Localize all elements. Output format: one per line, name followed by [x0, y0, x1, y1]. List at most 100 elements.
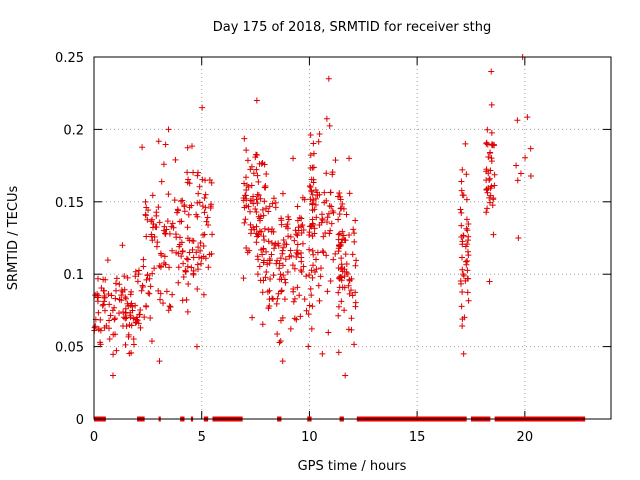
data-point	[98, 285, 105, 292]
data-point	[285, 213, 292, 220]
data-point	[483, 209, 490, 216]
data-point	[253, 97, 260, 104]
data-point	[277, 338, 284, 345]
data-point	[112, 280, 119, 287]
data-point	[279, 250, 286, 257]
data-point	[338, 205, 345, 212]
data-point	[184, 263, 191, 270]
data-point	[108, 292, 115, 299]
data-point	[248, 226, 255, 233]
data-point	[310, 251, 317, 258]
data-point	[460, 271, 467, 278]
data-point	[181, 201, 188, 208]
data-point	[156, 358, 163, 365]
data-point	[320, 233, 327, 240]
data-point	[139, 144, 146, 151]
data-point	[189, 237, 196, 244]
data-point	[488, 183, 495, 190]
data-point	[249, 314, 256, 321]
data-point	[274, 331, 281, 338]
data-point	[146, 290, 153, 297]
data-point	[195, 244, 202, 251]
data-point	[241, 180, 248, 187]
data-point	[158, 178, 165, 185]
data-point	[104, 257, 111, 264]
data-point	[323, 219, 330, 226]
data-point	[203, 218, 210, 225]
data-point	[127, 312, 134, 319]
data-point	[280, 236, 287, 243]
data-point	[290, 155, 297, 162]
data-point	[459, 288, 466, 295]
data-point	[335, 312, 342, 319]
data-point	[323, 252, 330, 259]
data-point	[163, 288, 170, 295]
data-point	[308, 176, 315, 183]
data-point	[260, 212, 267, 219]
data-point	[111, 304, 118, 311]
data-point	[260, 246, 267, 253]
data-point	[148, 218, 155, 225]
data-point	[262, 274, 269, 281]
data-point	[307, 131, 314, 138]
data-point	[202, 204, 209, 211]
chart-title: Day 175 of 2018, SRMTID for receiver sth…	[213, 20, 492, 35]
x-axis-label: GPS time / hours	[298, 459, 407, 474]
data-point	[260, 259, 267, 266]
data-point	[487, 167, 494, 174]
data-point	[122, 305, 129, 312]
data-point	[277, 255, 284, 262]
data-point	[460, 350, 467, 357]
data-point	[147, 314, 154, 321]
data-point	[147, 283, 154, 290]
data-point	[161, 230, 168, 237]
data-point	[193, 343, 200, 350]
data-point	[301, 196, 308, 203]
data-point	[484, 126, 491, 133]
data-point	[488, 129, 495, 136]
data-point	[106, 317, 113, 324]
data-point	[188, 143, 195, 150]
data-point	[465, 275, 472, 282]
data-point	[101, 294, 108, 301]
data-point	[517, 170, 524, 177]
data-point	[266, 257, 273, 264]
data-point	[120, 314, 127, 321]
y-tick-label: 0	[76, 413, 84, 428]
data-points	[91, 54, 534, 379]
data-point	[490, 196, 497, 203]
data-point	[324, 214, 331, 221]
data-point	[259, 251, 266, 258]
data-point	[165, 191, 172, 198]
data-point	[153, 224, 160, 231]
data-point	[298, 268, 305, 275]
data-point	[283, 223, 290, 230]
data-point	[173, 249, 180, 256]
data-point	[465, 297, 472, 304]
data-point	[254, 200, 261, 207]
data-point	[122, 315, 129, 322]
data-point	[255, 213, 262, 220]
data-point	[276, 339, 283, 346]
data-point	[160, 300, 167, 307]
data-point	[263, 205, 270, 212]
data-point	[294, 203, 301, 210]
data-point	[264, 261, 271, 268]
data-point	[165, 126, 172, 133]
data-point	[265, 208, 272, 215]
data-point	[185, 280, 192, 287]
data-point	[279, 262, 286, 269]
data-point	[112, 331, 119, 338]
data-point	[102, 276, 109, 283]
data-point	[309, 200, 316, 207]
data-point	[106, 301, 113, 308]
data-point	[106, 335, 113, 342]
data-point	[91, 324, 98, 331]
data-point	[139, 282, 146, 289]
data-point	[254, 172, 261, 179]
data-point	[280, 272, 287, 279]
data-point	[125, 331, 132, 338]
data-point	[317, 273, 324, 280]
data-point	[186, 249, 193, 256]
data-point	[487, 192, 494, 199]
